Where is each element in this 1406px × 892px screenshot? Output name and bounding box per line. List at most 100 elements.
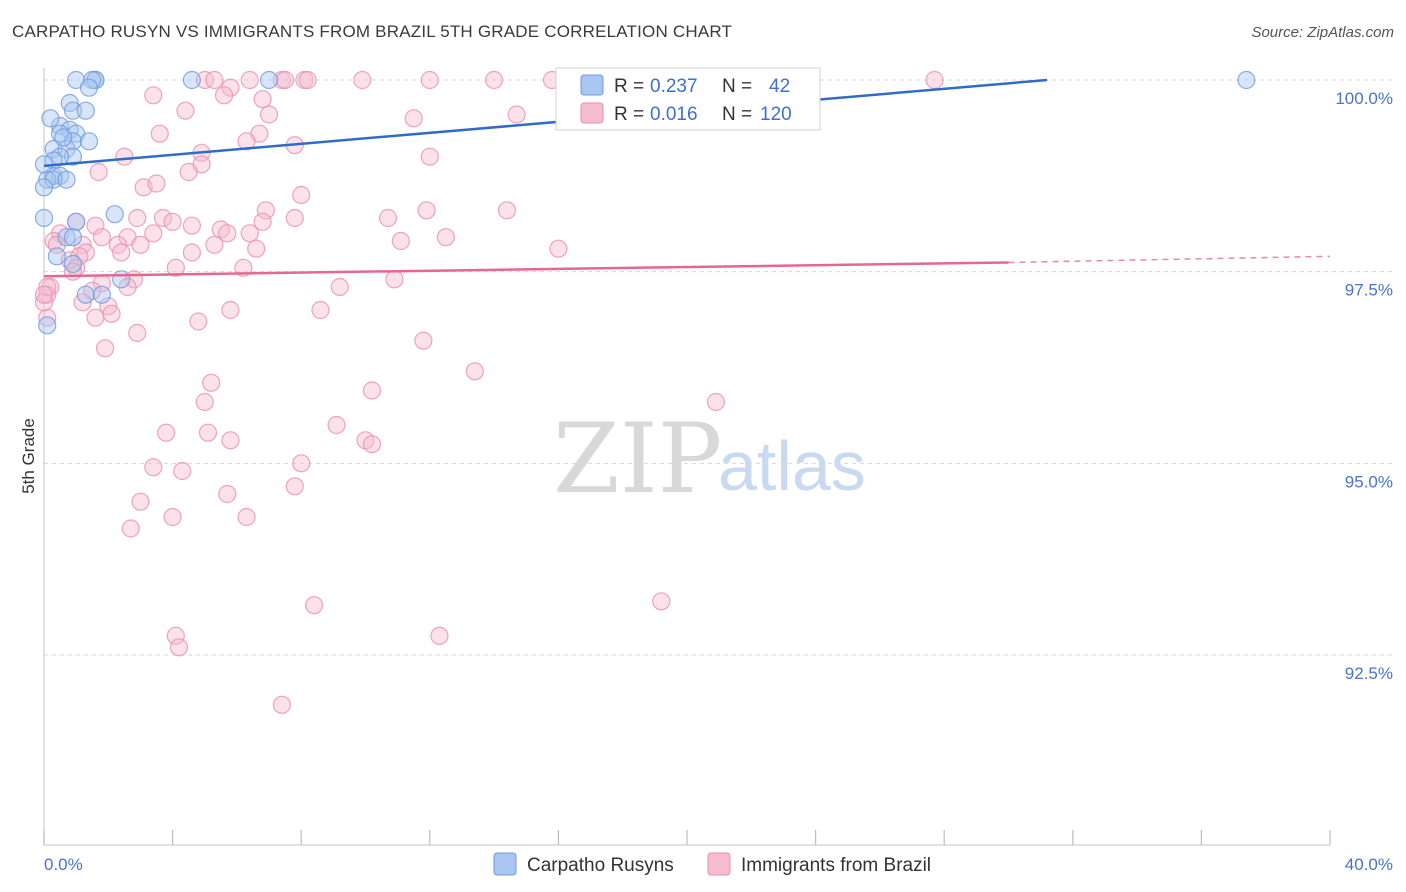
brazil-point xyxy=(34,285,54,304)
brazil-point xyxy=(507,105,526,124)
brazil-point xyxy=(221,300,240,320)
brazil-point xyxy=(253,90,272,109)
brazil-point xyxy=(173,461,192,481)
brazil-point xyxy=(285,477,304,496)
brazil-point xyxy=(205,235,224,254)
brazil-point xyxy=(128,208,147,228)
rusyn-point xyxy=(79,78,99,97)
brazil-point xyxy=(240,70,259,90)
brazil-point xyxy=(150,124,169,143)
stats-legend: R = 0.237 N = 42 R = 0.016 N = 120 xyxy=(555,67,821,131)
brazil-point xyxy=(292,185,311,205)
brazil-point xyxy=(182,216,201,235)
brazil-point xyxy=(163,212,182,231)
rusyn-point xyxy=(34,178,54,197)
rusyn-point xyxy=(63,254,83,274)
brazil-point xyxy=(144,86,163,105)
brazil-point xyxy=(89,162,108,182)
brazil-point xyxy=(202,373,221,392)
rusyn-point xyxy=(50,116,70,136)
brazil-point xyxy=(92,228,111,247)
brazil-point xyxy=(86,216,105,235)
brazil-point xyxy=(102,304,121,323)
brazil-point xyxy=(292,454,311,473)
brazil-point xyxy=(706,392,726,412)
rusyn-point xyxy=(44,170,63,189)
y-tick-label: 100.0% xyxy=(1335,89,1393,108)
rusyn-point xyxy=(41,109,60,128)
legend-swatch-pink xyxy=(580,102,604,124)
brazil-point xyxy=(121,519,140,538)
rusyn-point xyxy=(182,70,201,90)
brazil-point xyxy=(272,695,292,714)
brazil-point xyxy=(925,70,944,90)
brazil-point xyxy=(276,70,295,90)
legend-n-value-2: 120 xyxy=(760,104,792,125)
brazil-point xyxy=(195,70,214,90)
rusyn-point xyxy=(76,285,95,304)
brazil-point xyxy=(247,239,266,258)
bottom-legend-brazil: Immigrants from Brazil xyxy=(741,855,931,876)
brazil-point xyxy=(221,431,240,450)
brazil-point xyxy=(285,208,304,228)
series-legend: Carpatho Rusyns Immigrants from Brazil xyxy=(493,852,931,876)
rusyn-point xyxy=(54,128,73,147)
brazil-point xyxy=(414,331,433,350)
bottom-legend-swatch-pink xyxy=(707,852,731,876)
bottom-legend-rusyns: Carpatho Rusyns xyxy=(527,855,674,876)
brazil-point xyxy=(131,235,150,254)
rusyn-point xyxy=(63,147,83,166)
brazil-point xyxy=(259,105,279,124)
brazil-point xyxy=(385,270,404,289)
brazil-point xyxy=(214,86,234,105)
legend-r-label-1: R = xyxy=(614,76,644,97)
brazil-point xyxy=(195,392,214,412)
trend-lines xyxy=(43,78,1331,278)
brazil-point xyxy=(179,162,198,182)
brazil-point xyxy=(298,70,317,90)
brazil-point xyxy=(163,507,182,527)
rusyn-point xyxy=(1237,70,1256,90)
trend-line-rusyns xyxy=(43,78,1048,168)
brazil-point xyxy=(353,70,372,90)
brazil-point xyxy=(430,626,449,645)
brazil-point xyxy=(166,626,185,645)
rusyn-point xyxy=(47,247,66,266)
watermark-atlas: atlas xyxy=(718,427,866,505)
brazil-point xyxy=(144,458,163,477)
brazil-point xyxy=(311,300,330,320)
brazil-point xyxy=(420,147,439,166)
bottom-legend-swatch-blue xyxy=(493,852,517,876)
brazil-point xyxy=(497,201,517,220)
legend-r-value-1: 0.237 xyxy=(650,76,698,97)
brazil-point xyxy=(128,323,147,343)
brazil-point xyxy=(256,201,275,220)
rusyn-point xyxy=(92,285,111,304)
brazil-point xyxy=(86,308,105,327)
legend-n-label-2: N = xyxy=(722,104,752,125)
chart-title: CARPATHO RUSYN VS IMMIGRANTS FROM BRAZIL… xyxy=(12,22,733,41)
brazil-point xyxy=(420,70,439,90)
rusyn-point xyxy=(112,270,131,289)
brazil-point xyxy=(131,492,150,511)
legend-swatch-blue xyxy=(580,74,604,96)
rusyn-point xyxy=(76,101,95,120)
brazil-point xyxy=(38,308,57,327)
brazil-point xyxy=(205,70,224,90)
brazil-point xyxy=(485,70,504,90)
x-tick-label: 0.0% xyxy=(44,855,83,874)
watermark-zip: ZIP xyxy=(553,403,722,515)
brazil-point xyxy=(362,435,382,454)
rusyn-point xyxy=(63,228,83,247)
rusyn-point xyxy=(38,316,57,335)
brazil-point xyxy=(404,109,423,128)
rusyn-point xyxy=(67,212,86,231)
brazil-point xyxy=(169,638,189,657)
brazil-point xyxy=(166,258,185,277)
brazil-point xyxy=(391,231,410,251)
legend-r-value-2: 0.016 xyxy=(650,104,698,125)
brazil-point xyxy=(198,423,218,442)
brazil-point xyxy=(157,423,176,442)
brazil-point xyxy=(304,596,324,615)
brazil-point xyxy=(330,277,349,297)
